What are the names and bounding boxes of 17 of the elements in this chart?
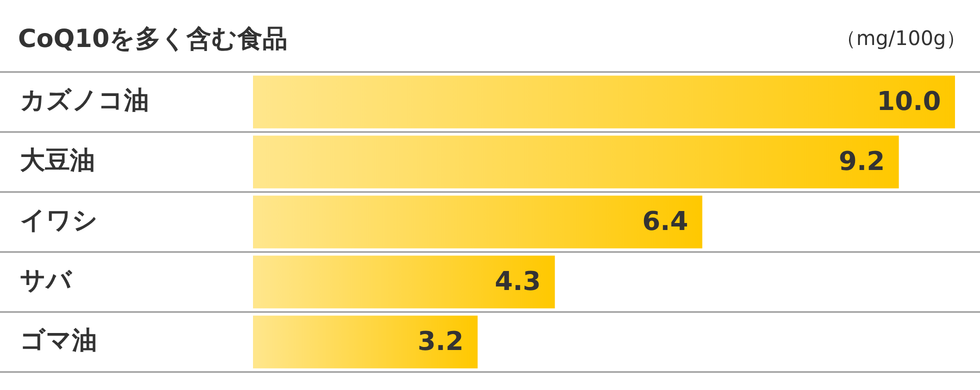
- data-label: 10.0: [876, 86, 941, 117]
- y-tick-label: サバ: [20, 266, 73, 294]
- bar: [253, 76, 955, 128]
- bar: [253, 316, 478, 368]
- bar: [253, 136, 899, 188]
- y-tick-label: イワシ: [20, 206, 98, 234]
- y-tick-label: 大豆油: [20, 146, 95, 174]
- bar: [253, 196, 702, 248]
- chart-title: CoQ10を多く含む食品: [18, 23, 288, 55]
- data-label: 3.2: [418, 326, 464, 357]
- text: （mg/100g）: [836, 25, 966, 52]
- bar: [253, 256, 555, 308]
- y-tick-label: ゴマ油: [20, 326, 97, 354]
- data-label: 4.3: [494, 266, 541, 297]
- data-label: 9.2: [838, 146, 885, 177]
- y-tick-label: カズノコ油: [20, 86, 149, 114]
- data-label: 6.4: [642, 206, 688, 237]
